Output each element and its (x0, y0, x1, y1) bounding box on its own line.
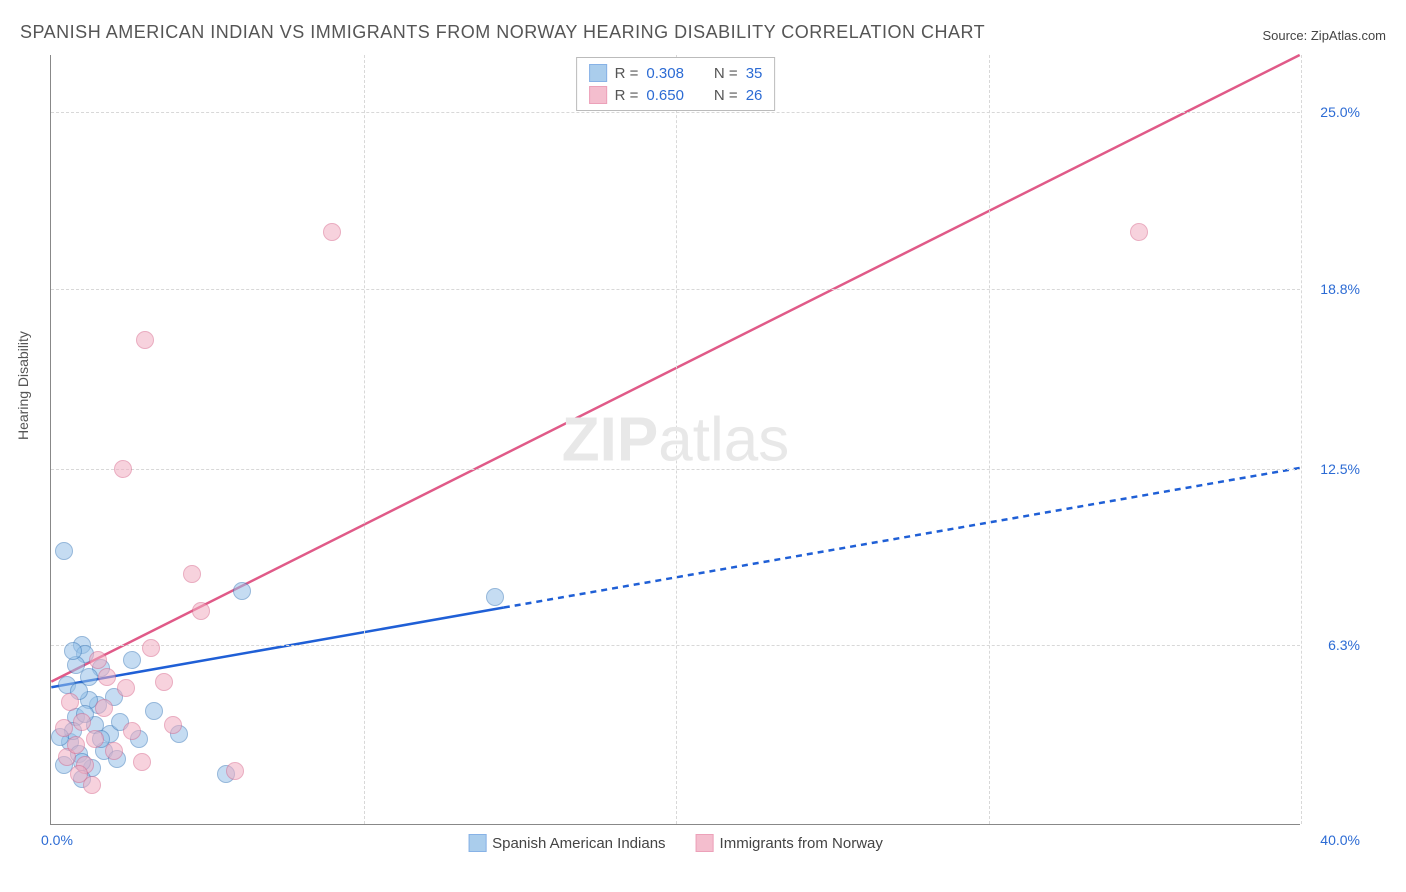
data-point-pink (155, 673, 173, 691)
y-tick-label: 25.0% (1305, 104, 1360, 120)
legend-series-label: Immigrants from Norway (720, 835, 883, 852)
x-min-label: 0.0% (41, 832, 73, 848)
legend-series: Spanish American Indians Immigrants from … (468, 834, 883, 852)
data-point-blue (486, 588, 504, 606)
data-point-pink (123, 722, 141, 740)
y-tick-label: 12.5% (1305, 461, 1360, 477)
data-point-pink (55, 719, 73, 737)
data-point-pink (98, 668, 116, 686)
data-point-blue (233, 582, 251, 600)
y-axis-label: Hearing Disability (15, 331, 31, 440)
trend-line-dashed-blue (504, 468, 1300, 608)
legend-r-value: 0.650 (646, 87, 684, 104)
gridline-vertical (989, 55, 990, 824)
plot-area: ZIPatlas 0.0% 40.0% R =0.308N =35R =0.65… (50, 55, 1300, 825)
data-point-pink (142, 639, 160, 657)
data-point-pink (83, 776, 101, 794)
data-point-pink (86, 730, 104, 748)
source-label: Source: ZipAtlas.com (1262, 28, 1386, 43)
data-point-pink (183, 565, 201, 583)
legend-series-item: Spanish American Indians (468, 834, 665, 852)
data-point-blue (123, 651, 141, 669)
legend-correlation-row: R = 0.308 N = 35 (589, 62, 763, 84)
gridline-vertical (1301, 55, 1302, 824)
y-tick-label: 6.3% (1305, 637, 1360, 653)
data-point-blue (145, 702, 163, 720)
data-point-pink (192, 602, 210, 620)
legend-r-value: 0.308 (646, 65, 684, 82)
legend-swatch-blue (468, 834, 486, 852)
legend-swatch-pink (696, 834, 714, 852)
legend-r-label: R = (615, 65, 639, 82)
data-point-pink (117, 679, 135, 697)
data-point-pink (67, 736, 85, 754)
legend-n-value: 35 (746, 65, 763, 82)
data-point-pink (89, 651, 107, 669)
x-max-label: 40.0% (1320, 832, 1360, 848)
watermark: ZIPatlas (562, 404, 789, 475)
data-point-pink (105, 742, 123, 760)
watermark-bold: ZIP (562, 405, 658, 474)
watermark-light: atlas (658, 405, 789, 474)
data-point-blue (64, 642, 82, 660)
data-point-pink (133, 753, 151, 771)
data-point-pink (95, 699, 113, 717)
legend-n-value: 26 (746, 87, 763, 104)
data-point-pink (226, 762, 244, 780)
data-point-pink (323, 223, 341, 241)
data-point-pink (136, 331, 154, 349)
legend-swatch-blue (589, 64, 607, 82)
gridline-vertical (364, 55, 365, 824)
legend-swatch-pink (589, 86, 607, 104)
legend-n-label: N = (714, 65, 738, 82)
legend-correlation: R = 0.308 N = 35 R = 0.650 N = 26 (576, 57, 776, 111)
legend-n-label: N = (714, 87, 738, 104)
legend-series-item: Immigrants from Norway (696, 834, 883, 852)
y-tick-label: 18.8% (1305, 281, 1360, 297)
data-point-pink (1130, 223, 1148, 241)
legend-correlation-row: R = 0.650 N = 26 (589, 84, 763, 106)
data-point-blue (55, 542, 73, 560)
data-point-pink (114, 460, 132, 478)
legend-series-label: Spanish American Indians (492, 835, 665, 852)
data-point-pink (164, 716, 182, 734)
chart-title: SPANISH AMERICAN INDIAN VS IMMIGRANTS FR… (20, 22, 985, 43)
legend-r-label: R = (615, 87, 639, 104)
data-point-pink (61, 693, 79, 711)
data-point-pink (73, 713, 91, 731)
